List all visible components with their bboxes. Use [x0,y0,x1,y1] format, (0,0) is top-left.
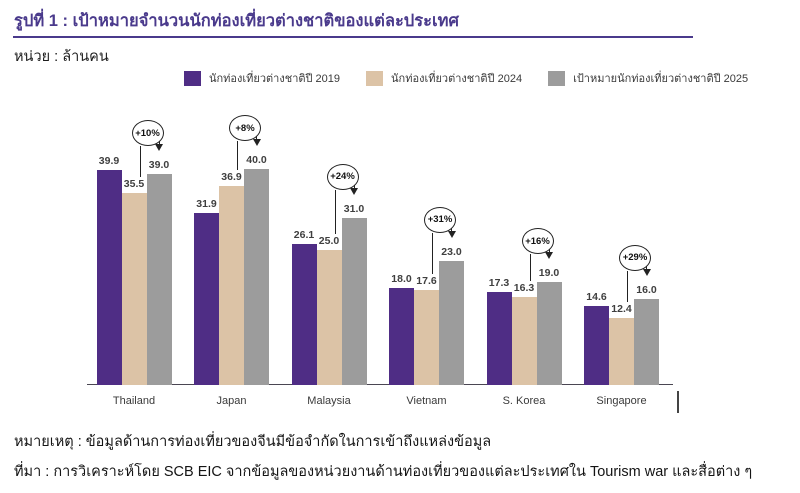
bar [414,289,439,385]
bar-value-label: 16.3 [513,281,535,294]
bar [439,260,464,385]
legend-swatch [184,70,201,86]
legend-item: เป้าหมายนักท่องเที่ยวต่างชาติปี 2025 [548,69,748,87]
annotation-arrowhead [252,139,261,146]
annotation-arrowhead [545,252,553,260]
annotation-bubble: +16% [521,228,554,255]
legend-swatch [548,70,566,86]
unit-label: หน่วย : ล้านคน [14,49,109,65]
bar [536,282,562,385]
legend-swatch [366,70,384,86]
bar-value-label: 36.9 [221,170,242,183]
bar-value-label: 12.4 [611,303,632,316]
bar-value-label: 18.0 [391,272,412,285]
annotation-bubble: +10% [131,120,164,147]
bar [609,318,634,385]
bar [389,287,414,385]
bar-value-label: 40.0 [246,154,267,166]
bar [486,291,512,385]
title-underline [13,36,693,38]
bar [121,193,147,385]
legend-item: นักท่องเที่ยวต่างชาติปี 2024 [366,69,522,87]
bar-value-label: 17.6 [416,274,437,287]
bar-value-label: 39.9 [98,154,120,167]
bar [584,306,609,385]
category-label: Malaysia [307,395,351,407]
annotation-bubble: +24% [326,163,359,190]
note-line: หมายเหตุ : ข้อมูลด้านการท่องเที่ยวของจีน… [14,434,492,450]
bar [341,217,367,385]
annotation-bubble: +8% [229,115,261,141]
annotation-connector-line [334,189,336,234]
legend-label: นักท่องเที่ยวต่างชาติปี 2024 [391,73,523,85]
bar-value-label: 31.9 [196,197,217,210]
bar [316,250,342,385]
bar-value-label: 23.0 [441,245,462,258]
bar [244,169,269,385]
bar [291,244,317,385]
annotation-arrowhead [642,268,651,276]
bar-value-label: 35.5 [123,178,145,191]
annotation-bubble: +31% [424,206,456,233]
bar-value-label: 25.0 [318,235,340,247]
cursor-artifact [677,391,679,413]
annotation-connector-line [139,146,141,178]
source-line: ที่มา : การวิเคราะห์โดย SCB EIC จากข้อมู… [14,464,753,480]
bar-value-label: 39.0 [148,159,170,172]
annotation-arrowhead [350,187,358,195]
bar [634,298,659,385]
bar [146,174,172,385]
annotation-connector-line [237,141,239,170]
category-label: Vietnam [406,395,447,407]
legend: นักท่องเที่ยวต่างชาติปี 2019 นักท่องเที่ย… [184,69,748,87]
annotation-arrowhead [447,230,456,238]
annotation-connector-line [529,254,531,281]
category-label: Japan [216,395,247,407]
bar-value-label: 16.0 [636,283,657,296]
bar-value-label: 17.3 [488,276,510,289]
bar [96,169,122,385]
legend-item: นักท่องเที่ยวต่างชาติปี 2019 [184,69,340,87]
category-label: S. Korea [502,395,546,407]
category-label: Singapore [596,395,647,407]
bar-value-label: 14.6 [586,291,607,304]
legend-label: เป้าหมายนักท่องเที่ยวต่างชาติปี 2025 [573,73,749,85]
bar-value-label: 31.0 [343,202,365,215]
bar-value-label: 26.1 [293,229,315,242]
legend-label: นักท่องเที่ยวต่างชาติปี 2019 [209,73,341,85]
annotation-connector-line [627,270,629,303]
annotation-bubble: +29% [619,244,651,271]
bar [219,185,244,385]
annotation-connector-line [432,232,434,274]
bar [511,296,537,385]
bar-value-label: 19.0 [538,267,560,280]
annotation-arrowhead [155,144,163,152]
category-label: Thailand [112,395,156,407]
x-axis-line [87,383,673,386]
figure-title: รูปที่ 1 : เป้าหมายจำนวนนักท่องเที่ยวต่า… [14,12,459,30]
bar [194,212,219,385]
